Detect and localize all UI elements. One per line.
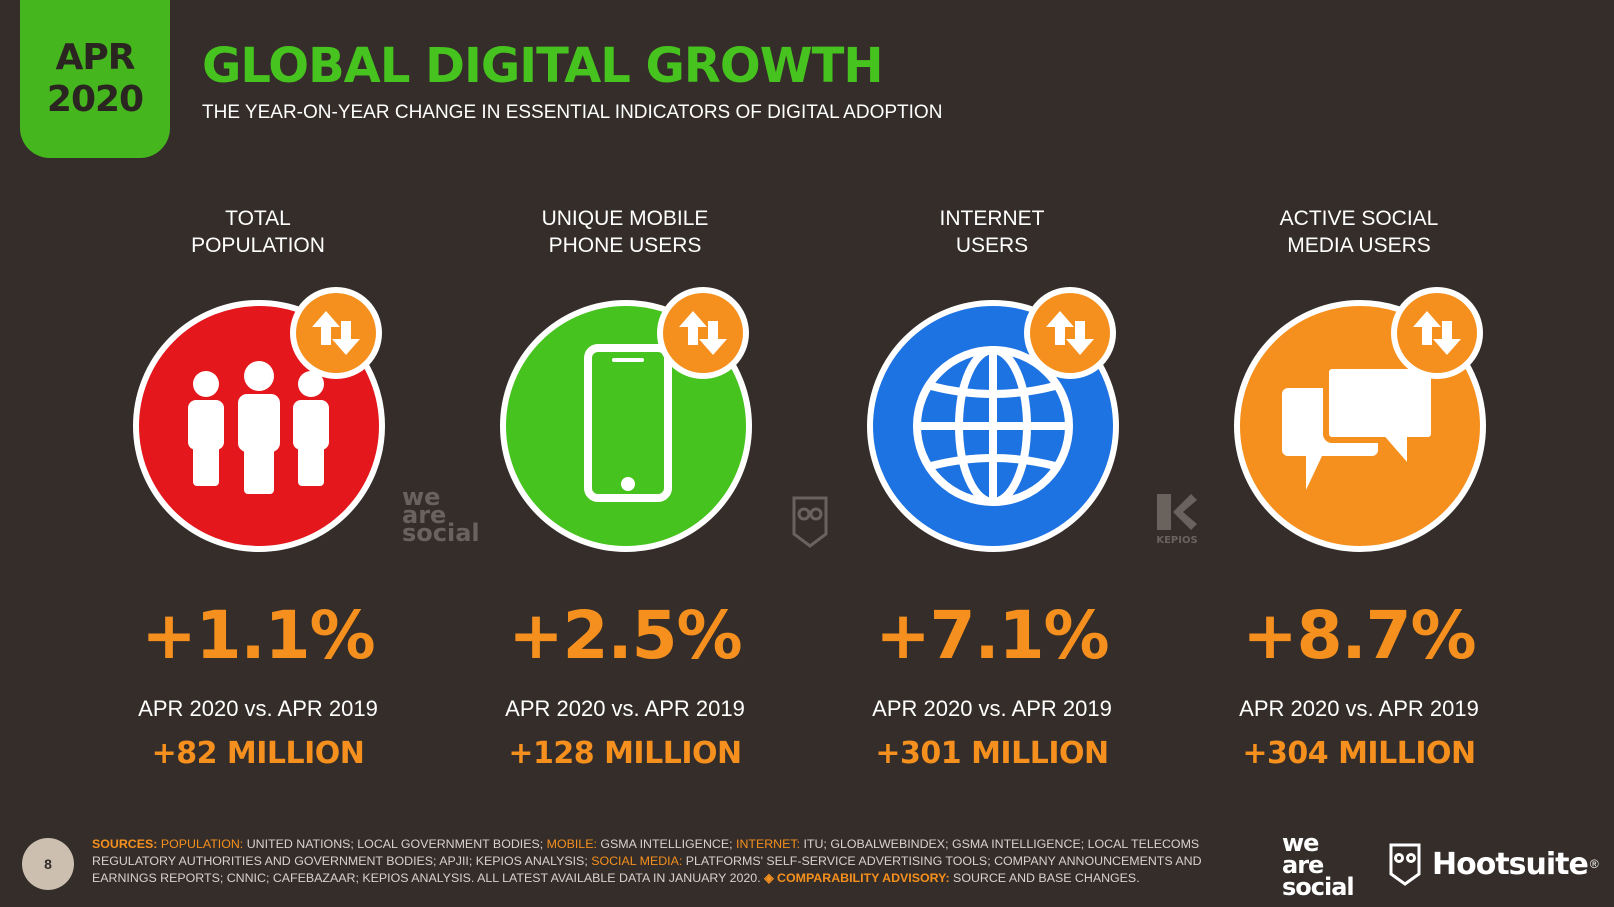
advisory-label: ◈ COMPARABILITY ADVISORY:	[764, 871, 950, 885]
kepios-watermark: KEPIOS	[1155, 492, 1199, 546]
date-badge: APR 2020	[20, 0, 170, 158]
registered-mark: ®	[1589, 857, 1599, 871]
source-category: INTERNET:	[736, 837, 801, 851]
up-down-arrows-icon	[657, 287, 749, 379]
indicator-label: TOTAL POPULATION	[78, 205, 438, 265]
percent-change: +8.7%	[1242, 597, 1476, 674]
label-line: POPULATION	[191, 234, 325, 257]
indicator-internet: INTERNET USERS +7.1%	[812, 205, 1172, 771]
logo-text: social	[1282, 873, 1355, 901]
label-line: INTERNET	[939, 207, 1045, 230]
page-title: GLOBAL DIGITAL GROWTH	[202, 38, 884, 94]
watermark-text: we	[402, 483, 441, 511]
indicator-social-media: ACTIVE SOCIAL MEDIA USERS +8.7% APR 2020…	[1179, 205, 1539, 771]
kepios-logo-icon	[1157, 494, 1197, 530]
up-down-arrows-icon	[290, 287, 382, 379]
label-line: USERS	[955, 234, 1029, 257]
source-detail: PLATFORMS' SELF-SERVICE ADVERTISING TOOL…	[92, 854, 1202, 885]
date-year: 2020	[46, 79, 144, 120]
indicator-circle	[495, 287, 755, 555]
indicator-circle	[862, 287, 1122, 555]
indicator-mobile: UNIQUE MOBILE PHONE USERS +2.5% APR 2020…	[445, 205, 805, 771]
percent-change: +2.5%	[508, 597, 742, 674]
page-subtitle: THE YEAR-ON-YEAR CHANGE IN ESSENTIAL IND…	[202, 102, 943, 123]
up-down-arrows-icon	[1391, 287, 1483, 379]
owl-icon	[1389, 843, 1421, 886]
label-line: ACTIVE SOCIAL	[1279, 207, 1439, 230]
source-detail: ITU; GLOBALWEBINDEX; GSMA INTELLIGENCE; …	[92, 837, 1200, 868]
absolute-change: +301 MILLION	[875, 736, 1109, 771]
sources-text: SOURCES: POPULATION: UNITED NATIONS; LOC…	[92, 836, 1212, 887]
indicator-label: UNIQUE MOBILE PHONE USERS	[445, 205, 805, 265]
indicator-label: ACTIVE SOCIAL MEDIA USERS	[1179, 205, 1539, 265]
indicator-label: INTERNET USERS	[812, 205, 1172, 265]
chat-bubbles-icon	[1234, 300, 1486, 552]
logo-text: we	[1282, 829, 1319, 857]
comparison-period: APR 2020 vs. APR 2019	[1239, 696, 1479, 721]
we-are-social-logo: we are social	[1282, 829, 1355, 901]
advisory-detail: SOURCE AND BASE CHANGES.	[949, 871, 1140, 885]
watermark-text: social	[402, 519, 480, 547]
hootsuite-owl-watermark	[790, 494, 830, 554]
we-are-social-watermark: we are social	[402, 483, 480, 547]
hootsuite-logo: Hootsuite ®	[1388, 842, 1599, 886]
source-category: POPULATION:	[160, 837, 244, 851]
up-down-arrows-icon	[1024, 287, 1116, 379]
label-line: PHONE USERS	[548, 234, 702, 257]
watermark-text: are	[402, 501, 447, 529]
comparison-period: APR 2020 vs. APR 2019	[505, 696, 745, 721]
comparison-period: APR 2020 vs. APR 2019	[138, 696, 378, 721]
indicator-circle	[128, 287, 388, 555]
source-detail: GSMA INTELLIGENCE;	[596, 837, 736, 851]
label-line: TOTAL	[225, 207, 291, 230]
indicator-population: TOTAL POPULATION +1.1% APR 2020 vs. APR …	[78, 205, 438, 771]
logo-text: are	[1282, 851, 1324, 879]
label-line: UNIQUE MOBILE	[541, 207, 709, 230]
page-number: 8	[22, 838, 74, 890]
absolute-change: +304 MILLION	[1242, 736, 1476, 771]
indicator-circle	[1229, 287, 1489, 555]
sources-label: SOURCES:	[92, 837, 158, 851]
percent-change: +7.1%	[875, 597, 1109, 674]
label-line: MEDIA USERS	[1287, 234, 1431, 257]
date-month: APR	[55, 37, 136, 78]
watermark-text: KEPIOS	[1156, 535, 1198, 546]
absolute-change: +82 MILLION	[151, 736, 365, 771]
logo-text: Hootsuite	[1432, 846, 1589, 882]
source-detail: UNITED NATIONS; LOCAL GOVERNMENT BODIES;	[243, 837, 547, 851]
source-category: MOBILE:	[546, 837, 597, 851]
source-category: SOCIAL MEDIA:	[591, 854, 683, 868]
absolute-change: +128 MILLION	[508, 736, 742, 771]
comparison-period: APR 2020 vs. APR 2019	[872, 696, 1112, 721]
percent-change: +1.1%	[141, 597, 375, 674]
